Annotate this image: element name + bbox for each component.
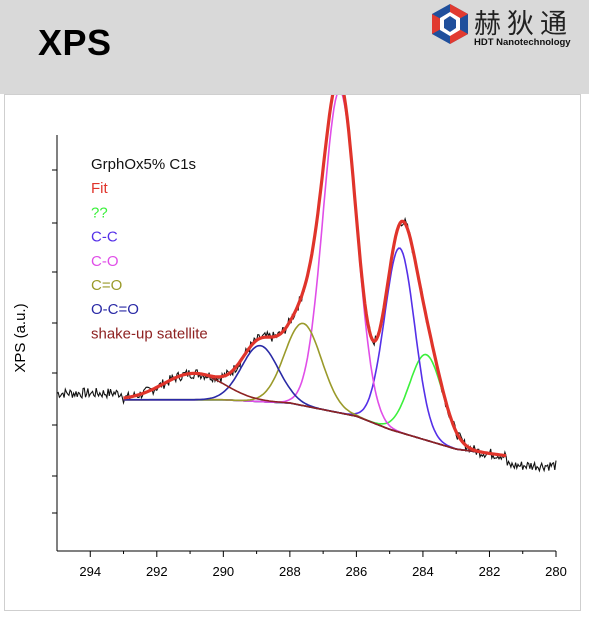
x-tick-label: 294 (79, 564, 101, 579)
legend-entry: C-C (91, 229, 118, 246)
x-tick-label: 284 (412, 564, 434, 579)
x-tick-label: 286 (346, 564, 368, 579)
x-tick-label: 282 (479, 564, 501, 579)
legend-entry: O-C=O (91, 301, 139, 318)
unknown-peak-line (123, 353, 507, 457)
x-tick-label: 280 (545, 564, 567, 579)
header-bar: XPS 赫狄通 HDT Nanotechnology (0, 0, 589, 94)
x-tick-label: 290 (212, 564, 234, 579)
legend-title: GrphOx5% C1s (91, 156, 196, 173)
x-tick-label: 288 (279, 564, 301, 579)
legend-entry: shake-up satellite (91, 325, 208, 342)
fit-envelope-line (123, 95, 507, 458)
legend-entry: C-O (91, 253, 119, 270)
chart-panel: 294 292 290 288 286 284 282 280 XPS (a.u.) GrphOx… (4, 94, 581, 611)
page-title: XPS (38, 22, 112, 63)
o-c-double-o-peak-line (123, 344, 507, 457)
company-logo: 赫狄通 HDT Nanotechnology (430, 2, 585, 56)
c-double-o-peak-line (123, 322, 507, 457)
logo-chinese-text: 赫狄通 (474, 9, 573, 40)
legend-entry: C=O (91, 277, 122, 294)
xps-chart: 294 292 290 288 286 284 282 280 XPS (a.u.) GrphOx… (12, 95, 567, 579)
legend-entry: Fit (91, 180, 108, 197)
legend-entry: ?? (91, 204, 108, 221)
hexagon-logo-icon (432, 4, 468, 44)
c-c-peak-line (123, 247, 507, 457)
c-o-peak-line (123, 95, 507, 457)
y-axis-label: XPS (a.u.) (12, 303, 29, 372)
logo-english-text: HDT Nanotechnology (474, 37, 571, 48)
x-tick-label: 292 (146, 564, 168, 579)
